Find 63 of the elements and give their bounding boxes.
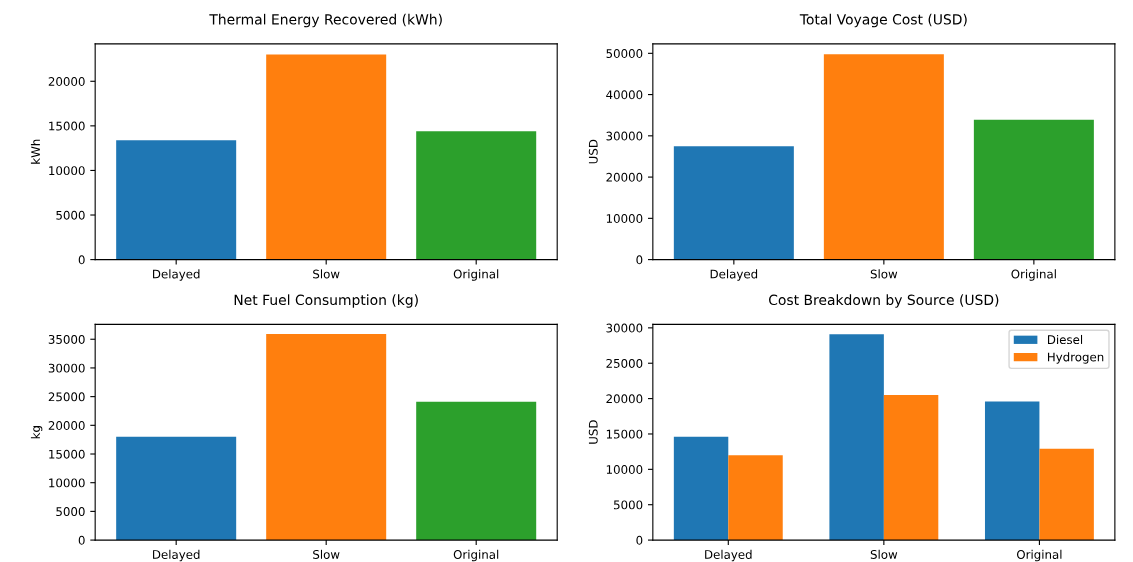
y-tick-label: 30000 [606, 323, 643, 333]
y-tick-label: 20000 [48, 77, 85, 86]
y-tick-label: 20000 [48, 421, 85, 430]
bar [266, 334, 387, 541]
y-tick-label: 5000 [613, 500, 643, 510]
y-tick-label: 30000 [48, 363, 85, 373]
chart-title: Thermal Energy Recovered (kWh) [209, 13, 442, 28]
x-tick-label: Slow [870, 549, 898, 559]
y-tick-label: 40000 [606, 90, 643, 100]
x-tick-label: Original [1016, 549, 1062, 562]
bar [829, 334, 884, 541]
x-tick-label: Original [453, 269, 499, 281]
bar [416, 401, 537, 541]
bar [416, 131, 537, 260]
y-tick-label: 0 [636, 535, 643, 545]
bar [973, 119, 1094, 260]
y-tick-label: 15000 [606, 429, 643, 439]
bar [673, 146, 794, 260]
y-tick-label: 0 [78, 535, 85, 545]
chart-title: Cost Breakdown by Source (USD) [768, 294, 999, 308]
y-tick-label: 25000 [48, 392, 85, 402]
bar [823, 54, 944, 260]
y-tick-label: 25000 [606, 358, 643, 368]
bar [728, 455, 783, 541]
x-tick-label: Original [453, 549, 499, 562]
bar [266, 54, 387, 260]
x-tick-label: Original [1011, 269, 1056, 281]
y-axis-title: kg [30, 426, 43, 439]
x-tick-label: Delayed [705, 549, 752, 562]
y-tick-label: 15000 [49, 121, 85, 131]
y-tick-label: 5000 [56, 507, 85, 517]
bar [116, 140, 237, 260]
y-tick-label: 10000 [49, 478, 85, 488]
y-axis-title: kWh [30, 139, 40, 164]
x-tick-label: Slow [313, 549, 340, 559]
x-tick-label: Delayed [710, 269, 758, 281]
bar [984, 401, 1040, 541]
y-tick-label: 10000 [49, 166, 85, 176]
y-axis-title: USD [588, 139, 598, 164]
y-tick-label: 30000 [606, 131, 643, 141]
chart-title: Total Voyage Cost (USD) [799, 13, 967, 28]
x-tick-label: Slow [313, 269, 340, 279]
y-tick-label: 35000 [48, 334, 85, 344]
y-tick-label: 10000 [606, 214, 643, 223]
x-tick-label: Slow [870, 269, 898, 279]
y-tick-label: 20000 [606, 172, 643, 182]
y-axis-title: USD [588, 420, 598, 444]
y-tick-label: 20000 [606, 394, 643, 404]
bar [1039, 448, 1094, 541]
legend-label: Diesel [1047, 334, 1083, 345]
bar [673, 436, 729, 541]
chart-title: Net Fuel Consumption (kg) [234, 294, 418, 308]
y-tick-label: 5000 [56, 210, 85, 220]
x-tick-label: Delayed [153, 549, 200, 562]
bar [116, 436, 237, 541]
x-tick-label: Delayed [153, 269, 200, 281]
y-tick-label: 0 [78, 255, 85, 265]
bar [883, 395, 939, 541]
y-tick-label: 50000 [606, 49, 643, 58]
y-tick-label: 10000 [606, 465, 643, 474]
y-tick-label: 0 [636, 255, 643, 265]
legend-label: Hydrogen [1047, 352, 1104, 364]
y-tick-label: 15000 [49, 449, 85, 459]
